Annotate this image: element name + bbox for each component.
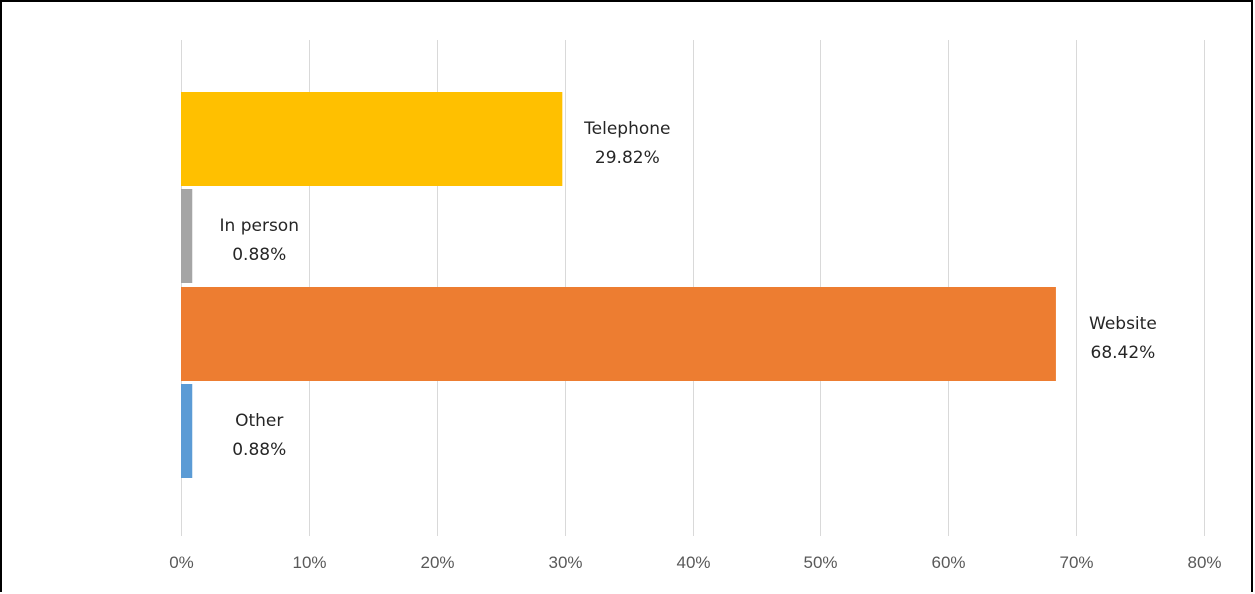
x-tick-label: 0%: [169, 553, 194, 572]
bar-in-person: [181, 189, 193, 283]
x-tick-label: 50%: [803, 553, 837, 572]
data-label-category: Other: [235, 411, 283, 431]
bar-website: [181, 287, 1056, 381]
bar-other: [181, 384, 193, 478]
data-label-category: Telephone: [583, 119, 670, 139]
data-label-value: 0.88%: [232, 245, 286, 265]
bar-telephone: [181, 92, 563, 186]
data-label-value: 68.42%: [1091, 343, 1156, 363]
bars: [181, 92, 1056, 478]
data-label-value: 0.88%: [232, 440, 286, 460]
x-tick-label: 20%: [420, 553, 454, 572]
x-tick-label: 70%: [1059, 553, 1093, 572]
x-axis-ticks: 0% 10% 20% 30% 40% 50% 60% 70% 80%: [169, 553, 1221, 572]
x-tick-label: 30%: [548, 553, 582, 572]
data-label-category: In person: [220, 216, 299, 236]
data-label-category: Website: [1089, 314, 1157, 334]
x-tick-label: 10%: [292, 553, 326, 572]
x-tick-label: 60%: [931, 553, 965, 572]
x-tick-label: 80%: [1187, 553, 1221, 572]
data-label-value: 29.82%: [595, 148, 660, 168]
data-labels: Telephone 29.82% In person 0.88% Website 68.4…: [220, 119, 1157, 460]
x-tick-label: 40%: [676, 553, 710, 572]
